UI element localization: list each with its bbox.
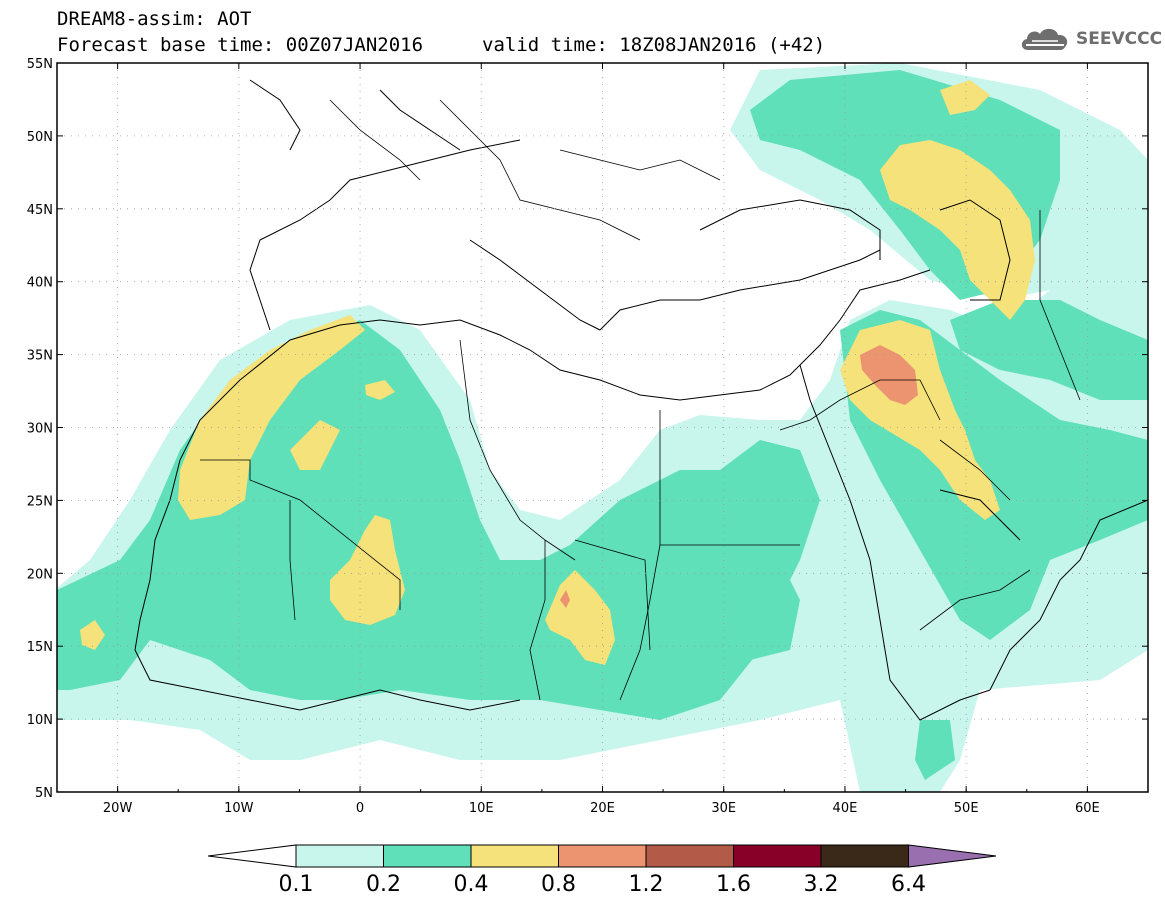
graticule xyxy=(57,63,1148,792)
colorbar-box xyxy=(558,844,647,868)
lat-tick-label: 55N xyxy=(27,57,53,72)
lat-tick-label: 5N xyxy=(35,786,53,801)
coastlines xyxy=(134,79,1148,721)
map-title: DREAM8-assim: AOT xyxy=(57,8,252,30)
cloud-icon xyxy=(1021,28,1068,50)
lat-tick-label: 20N xyxy=(27,567,53,582)
colorbar-label: 0.4 xyxy=(454,872,489,897)
colorbar-box xyxy=(645,844,734,868)
lat-tick-label: 45N xyxy=(27,203,53,218)
colorbar-box xyxy=(295,844,384,868)
aot-level-0.8 xyxy=(560,345,918,608)
lon-tick-label: 10E xyxy=(469,801,494,816)
lat-tick-label: 50N xyxy=(27,130,53,145)
lat-tick-label: 25N xyxy=(27,494,53,509)
country-borders xyxy=(200,99,1081,701)
colorbar-under-arrow xyxy=(207,844,297,868)
colorbar-label: 0.8 xyxy=(541,872,576,897)
lat-tick-label: 10N xyxy=(27,713,53,728)
lon-tick-label: 20E xyxy=(590,801,615,816)
valid-time: valid time: 18Z08JAN2016 (+42) xyxy=(482,34,826,56)
colorbar-box xyxy=(733,844,822,868)
lon-tick-label: 30E xyxy=(711,801,736,816)
lat-tick-label: 40N xyxy=(27,276,53,291)
colorbar-label: 0.1 xyxy=(279,872,314,897)
colorbar-label: 6.4 xyxy=(891,872,926,897)
colorbar-label: 0.2 xyxy=(366,872,401,897)
colorbar-box xyxy=(470,844,559,868)
lon-tick-label: 10W xyxy=(224,801,254,816)
colorbar-box xyxy=(383,844,472,868)
colorbar-label: 1.2 xyxy=(629,872,664,897)
colorbar-label: 3.2 xyxy=(804,872,839,897)
lat-tick-label: 15N xyxy=(27,640,53,655)
lon-tick-label: 0 xyxy=(356,801,364,816)
logo-text: SEEVCCC xyxy=(1076,29,1163,49)
forecast-base-time: Forecast base time: 00Z07JAN2016 xyxy=(57,34,424,56)
lon-tick-label: 40E xyxy=(833,801,858,816)
colorbar-box xyxy=(820,844,909,868)
colorbar-label: 1.6 xyxy=(716,872,751,897)
aot-field xyxy=(57,63,1148,792)
lat-tick-label: 35N xyxy=(27,349,53,364)
lat-tick-label: 30N xyxy=(27,422,53,437)
lon-tick-label: 50E xyxy=(954,801,979,816)
seevccc-logo: SEEVCCC xyxy=(1018,24,1162,54)
lon-tick-label: 60E xyxy=(1075,801,1100,816)
colorbar-over-arrow xyxy=(908,844,997,868)
axis-ticks: 5N 10N 15N 20N 25N 30N 35N 40N 45N 50N 55N 20W 10W 0 1… xyxy=(27,57,1149,816)
lon-tick-label: 20W xyxy=(103,801,133,816)
